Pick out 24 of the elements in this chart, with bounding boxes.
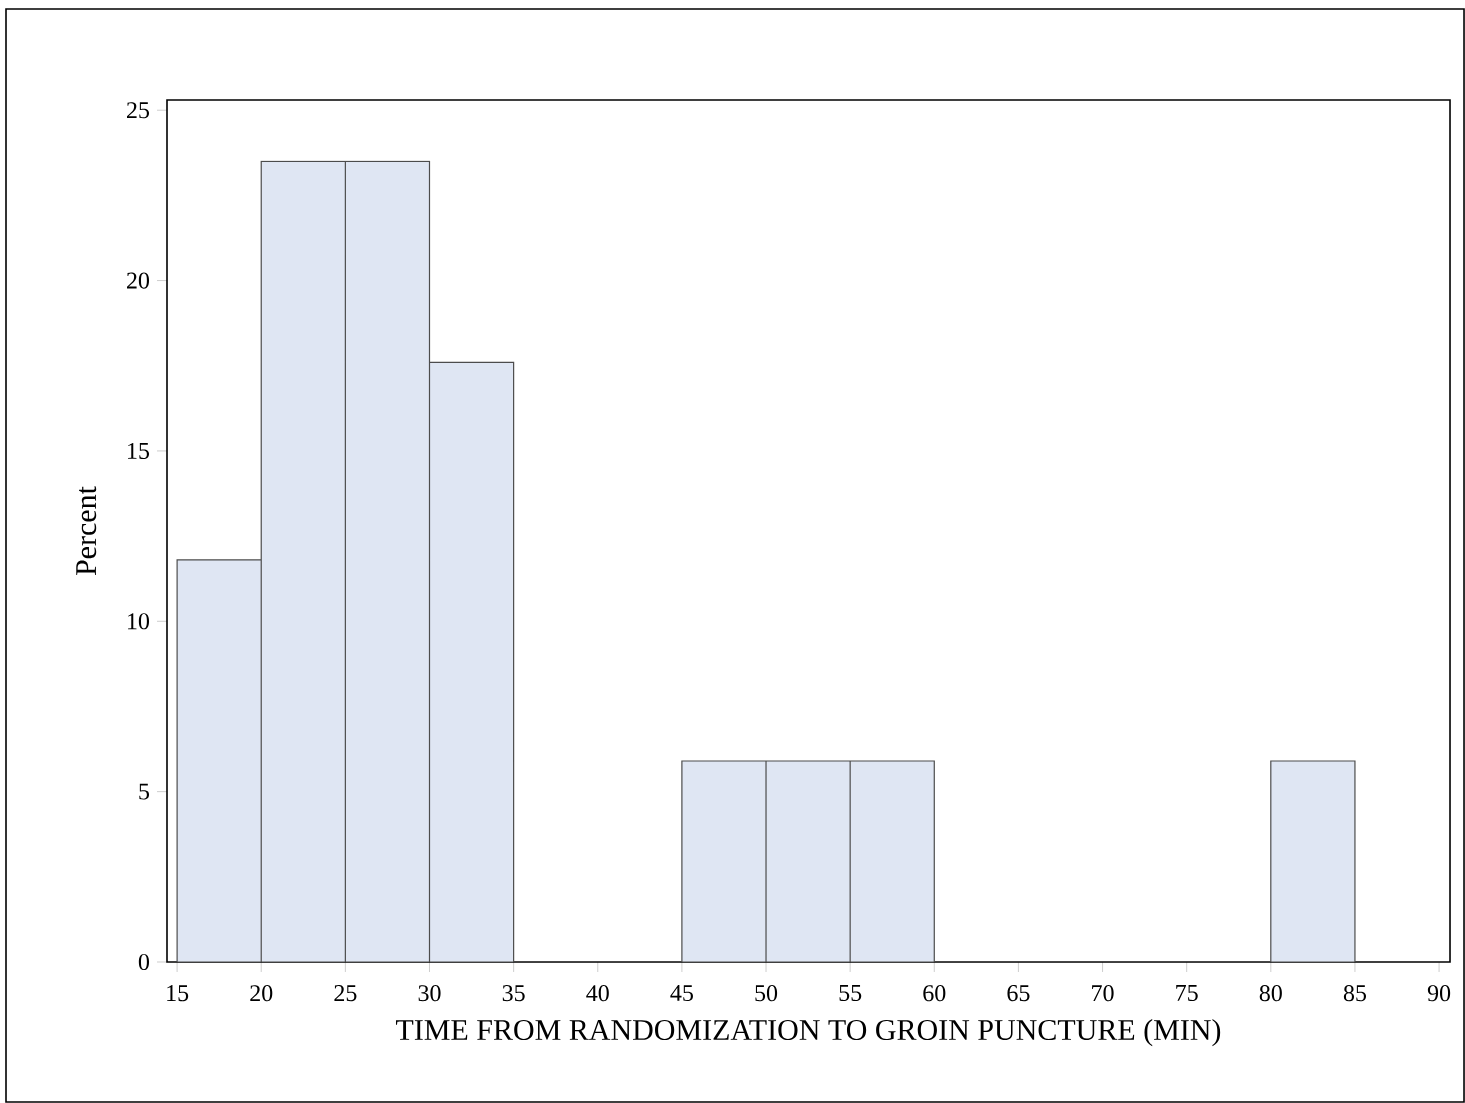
x-tick-label: 60 xyxy=(923,985,946,1002)
y-tick-label: 20 xyxy=(127,272,150,289)
x-tick-label: 15 xyxy=(167,985,189,1002)
x-tick-label: 75 xyxy=(1176,985,1198,1001)
x-axis-title: TIME FROM RANDOMIZATION TO GROIN PUNCTURE (MIN) xyxy=(395,1019,1221,1047)
x-tick-label: 85 xyxy=(1343,985,1367,1002)
x-tick-label: 45 xyxy=(670,985,693,1002)
x-tick-label: 90 xyxy=(1427,985,1451,1002)
x-tick-label: 65 xyxy=(1007,985,1030,1002)
x-tick-label: 20 xyxy=(250,985,273,1002)
x-tick-label: 70 xyxy=(1092,985,1114,1002)
x-tick-label: 80 xyxy=(1259,985,1282,1002)
x-tick-label: 40 xyxy=(586,985,609,1002)
y-tick-label: 0 xyxy=(138,953,150,971)
x-tick-label: 25 xyxy=(334,985,357,1002)
y-tick-label: 5 xyxy=(139,783,150,800)
x-tick-label: 35 xyxy=(502,985,525,1002)
x-tick-label: 30 xyxy=(418,985,441,1002)
y-axis-title: Percent xyxy=(76,486,97,576)
x-tick-label: 55 xyxy=(839,985,862,1001)
x-tick-label: 50 xyxy=(755,985,778,1002)
y-tick-label: 25 xyxy=(127,102,150,119)
y-tick-label: 15 xyxy=(128,442,150,459)
y-tick-label: 10 xyxy=(128,613,150,630)
